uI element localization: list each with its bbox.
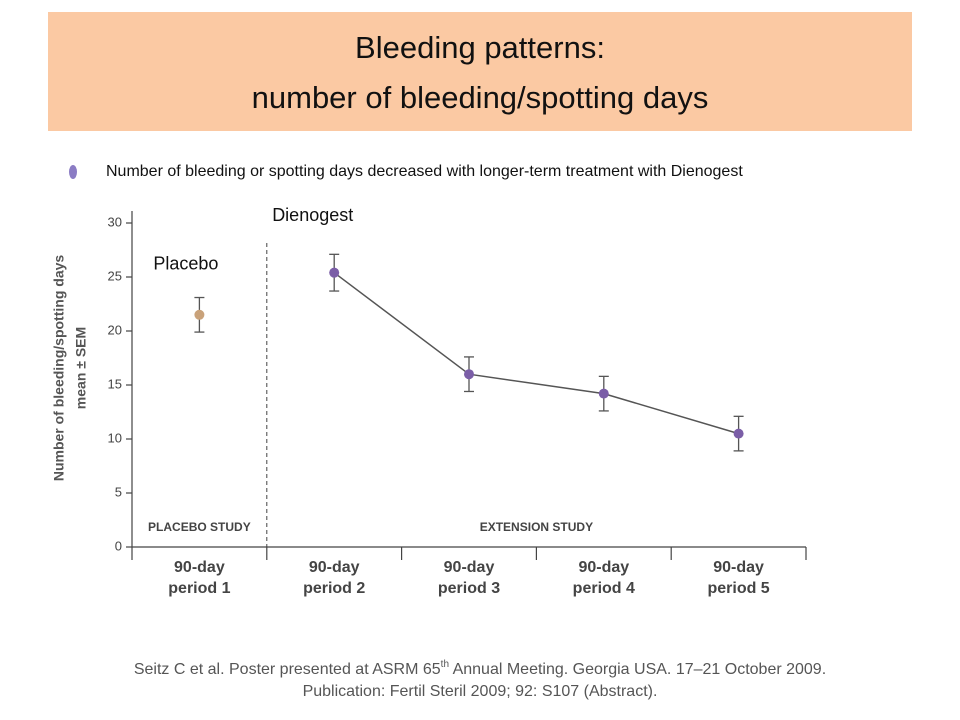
series-annotation: Dienogest <box>272 205 353 225</box>
bullet-icon <box>69 165 77 179</box>
y-tick-label: 25 <box>108 268 122 283</box>
footer-sup: th <box>441 659 449 670</box>
x-tick-label: 90-day period 1 <box>168 559 231 597</box>
series-annotation: Placebo <box>153 253 218 273</box>
region-label: PLACEBO STUDY <box>148 520 251 534</box>
y-axis-label: Number of bleeding/spotting days <box>51 255 67 482</box>
x-tick-label: 90-day period 2 <box>303 559 366 597</box>
data-point <box>598 388 609 399</box>
footer-text: Annual Meeting. Georgia USA. 17–21 Octob… <box>449 661 826 678</box>
y-tick-label: 10 <box>108 430 122 445</box>
y-tick-label: 30 <box>108 214 122 229</box>
series-line <box>333 272 739 435</box>
footer-text: Seitz C et al. Poster presented at ASRM … <box>134 661 441 678</box>
y-tick-label: 0 <box>115 538 122 553</box>
data-point <box>733 428 744 439</box>
data-point <box>329 267 340 278</box>
chart-title: Bleeding patterns: <box>355 30 605 65</box>
y-tick-label: 15 <box>108 376 122 391</box>
title-box <box>48 12 912 131</box>
footer: Publication: Fertil Steril 2009; 92: S10… <box>303 683 658 700</box>
footer: Seitz C et al. Poster presented at ASRM … <box>134 659 826 679</box>
data-point <box>194 309 205 320</box>
data-point <box>464 369 474 380</box>
y-axis-label: mean ± SEM <box>73 327 89 409</box>
chart-title: number of bleeding/spotting days <box>252 80 709 115</box>
bullet-text: Number of bleeding or spotting days decr… <box>106 163 743 180</box>
x-tick-label: 90-day period 5 <box>707 559 770 597</box>
y-tick-label: 20 <box>108 322 122 337</box>
x-tick-label: 90-day period 4 <box>572 559 635 597</box>
y-tick-label: 5 <box>115 484 122 499</box>
region-label: EXTENSION STUDY <box>480 520 593 534</box>
x-tick-label: 90-day period 3 <box>437 559 501 597</box>
